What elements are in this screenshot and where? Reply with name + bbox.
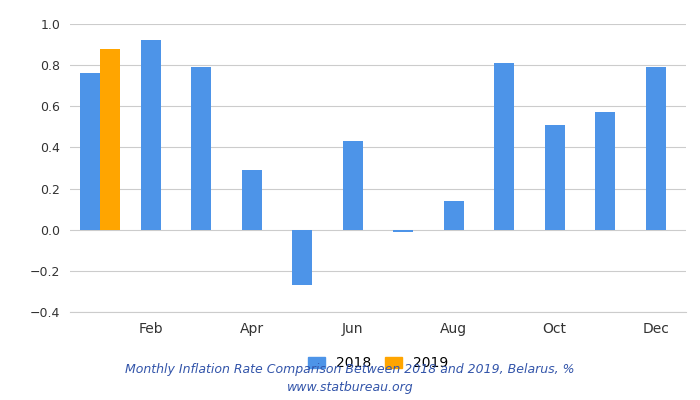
Bar (545, 125, 565, 230)
Bar (191, 67, 211, 230)
Legend: 2018, 2019: 2018, 2019 (308, 356, 448, 370)
Bar (241, 170, 262, 230)
Bar (393, 230, 413, 232)
Bar (343, 141, 363, 230)
Bar (100, 49, 120, 230)
Bar (494, 63, 514, 230)
Bar (595, 112, 615, 230)
Bar (141, 40, 161, 230)
Bar (645, 67, 666, 230)
Bar (292, 230, 312, 285)
Bar (444, 201, 464, 230)
Text: www.statbureau.org: www.statbureau.org (287, 382, 413, 394)
Bar (80, 73, 100, 230)
Text: Monthly Inflation Rate Comparison Between 2018 and 2019, Belarus, %: Monthly Inflation Rate Comparison Betwee… (125, 364, 575, 376)
